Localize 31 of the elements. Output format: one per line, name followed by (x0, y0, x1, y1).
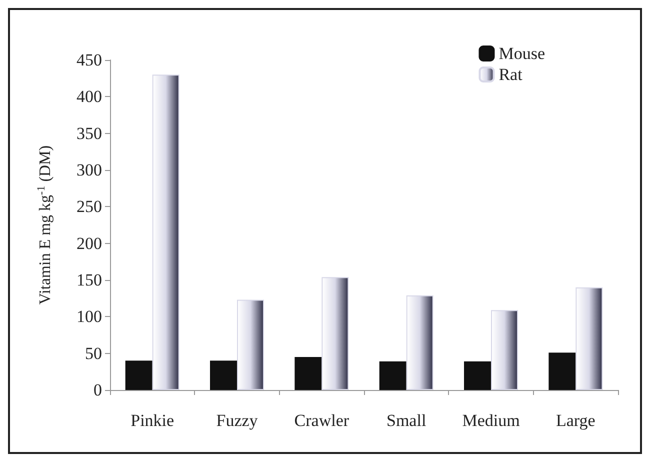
legend-label: Mouse (498, 44, 546, 63)
y-tick-label: 400 (76, 87, 102, 106)
legend-label: Rat (498, 65, 523, 84)
y-tick-label: 300 (76, 160, 102, 180)
y-tick-label: 100 (76, 307, 102, 326)
y-tick-label: 200 (76, 234, 102, 253)
x-tick-label: Crawler (294, 411, 350, 430)
bar (548, 352, 576, 390)
y-tick-label: 0 (94, 380, 102, 400)
x-tick-label: Pinkie (130, 411, 174, 430)
bar (294, 357, 322, 390)
y-tick-label: 50 (85, 344, 102, 363)
x-tick-label: Large (556, 411, 596, 430)
bar (379, 361, 406, 390)
y-tick-label: 250 (76, 197, 102, 216)
x-tick-label: Medium (462, 411, 520, 430)
x-tick-label: Fuzzy (216, 411, 258, 430)
bar (464, 361, 491, 390)
y-tick-label: 150 (76, 270, 102, 290)
bar (152, 74, 180, 390)
y-axis-title: Vitamin E mg kg-1 (DM) (36, 145, 54, 305)
x-tick-label: Small (386, 411, 426, 430)
bar (210, 360, 237, 390)
bar (237, 300, 264, 390)
bar (491, 310, 518, 390)
y-tick-label: 350 (76, 124, 102, 143)
bar (125, 360, 152, 390)
y-tick-label: 450 (76, 50, 102, 70)
bar (322, 277, 349, 390)
bar (406, 295, 434, 390)
bar (576, 287, 603, 390)
